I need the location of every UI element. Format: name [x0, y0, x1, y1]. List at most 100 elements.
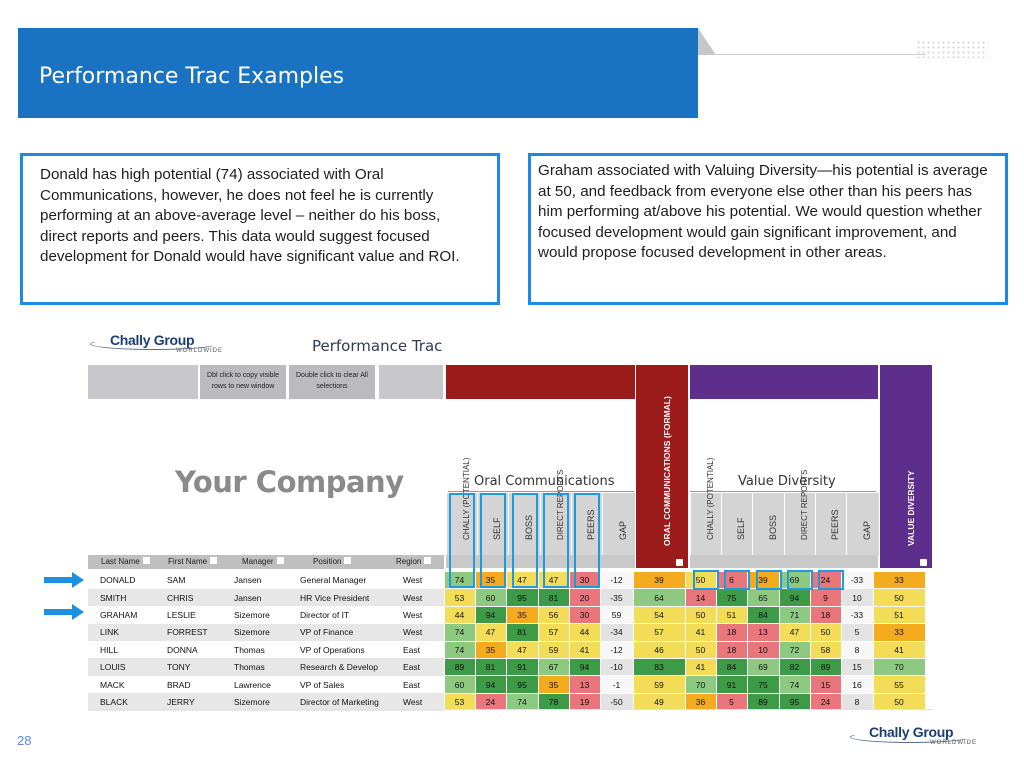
cell-gap: -33	[840, 570, 874, 590]
table-row[interactable]: LOUIS TONY Thomas Research & Develop East 89 8…	[88, 657, 926, 677]
title-decoration	[698, 28, 716, 55]
metric-header[interactable]: GAP	[602, 493, 635, 555]
cell-score: 50	[872, 692, 926, 712]
metric-filter-strip	[690, 555, 878, 568]
cell-score: 70	[872, 657, 926, 677]
highlight-box	[818, 570, 844, 590]
table-row[interactable]: GRAHAM LESLIE Sizemore Director of IT West 44…	[88, 605, 926, 625]
cell-position: VP of Operations	[288, 641, 391, 659]
cell-score: 64	[632, 588, 686, 607]
cell-score: 50	[809, 623, 842, 642]
callout-graham: Graham associated with Valuing Diversity…	[528, 153, 1008, 305]
value-diversity-header[interactable]: VALUE DIVERSITY	[880, 365, 932, 568]
cell-gap: 8	[840, 640, 874, 659]
logo-tagline: WORLDWIDE	[176, 348, 223, 354]
col-manager[interactable]: Manager	[242, 555, 284, 569]
cell-score: 33	[872, 623, 926, 642]
filter-dropdown-icon[interactable]	[344, 557, 352, 565]
filter-dropdown-icon[interactable]	[276, 557, 284, 565]
cell-score: 60	[443, 675, 476, 694]
cell-score: 24	[809, 570, 842, 590]
cell-score: 49	[632, 692, 686, 712]
cell-first-name: BRAD	[155, 675, 222, 694]
cell-score: 14	[684, 588, 717, 607]
chally-logo-report: Chally Group WORLDWIDE	[90, 330, 223, 354]
copy-rows-button[interactable]: Dbl click to copy visible rows to new wi…	[200, 365, 286, 399]
cell-score: 95	[505, 675, 539, 694]
cell-score: 95	[505, 588, 539, 607]
cell-gap: 59	[599, 605, 634, 625]
arrow-donald-row	[44, 572, 84, 588]
col-first-name[interactable]: First Name	[168, 555, 218, 569]
cell-gap: 15	[840, 657, 874, 677]
formal-label: ORAL COMMUNICATIONS (FORMAL)	[662, 396, 672, 546]
clear-selections-button[interactable]: Double click to clear All selections	[289, 365, 375, 399]
cell-gap: -35	[599, 588, 634, 607]
cell-score: 84	[746, 605, 780, 625]
table-row[interactable]: HILL DONNA Thomas VP of Operations East 74 35 4…	[88, 640, 926, 659]
callout-graham-text: Graham associated with Valuing Diversity…	[538, 162, 988, 261]
cell-region: East	[391, 675, 444, 694]
logo-tagline: WORLDWIDE	[930, 740, 977, 746]
col-region[interactable]: Region	[396, 555, 432, 569]
logo-name: Chally Group	[869, 724, 954, 740]
cell-score: 89	[443, 657, 476, 677]
cell-score: 30	[568, 605, 601, 625]
cell-score: 95	[778, 692, 811, 712]
cell-score: 18	[715, 640, 748, 659]
cell-manager: Sizemore	[222, 623, 288, 642]
metric-header[interactable]: SELF	[721, 493, 752, 555]
col-last-name[interactable]: Last Name	[101, 555, 150, 569]
table-row[interactable]: BLACK JERRY Sizemore Director of Marketing W…	[88, 692, 926, 712]
filter-dropdown-icon[interactable]	[210, 557, 218, 565]
cell-gap: 16	[840, 675, 874, 694]
cell-gap: -12	[599, 570, 634, 590]
metric-header-label: GAP	[862, 520, 872, 540]
group-rule-diversity	[690, 491, 876, 492]
metric-header[interactable]: GAP	[846, 493, 879, 555]
col-position[interactable]: Position	[313, 555, 352, 569]
arrow-graham-row	[44, 604, 84, 620]
metric-header[interactable]: DIRECT REPORTS	[784, 470, 815, 555]
cell-score: 41	[872, 640, 926, 659]
cell-first-name: DONNA	[155, 641, 222, 659]
cell-score: 44	[443, 605, 476, 625]
cell-region: West	[391, 588, 444, 607]
filter-dropdown-icon[interactable]	[142, 557, 150, 565]
cell-score: 84	[715, 657, 748, 677]
cell-score: 75	[746, 675, 780, 694]
cell-score: 33	[872, 570, 926, 590]
cell-score: 20	[568, 588, 601, 607]
value-diversity-band	[690, 365, 878, 399]
cell-gap: 5	[840, 623, 874, 642]
table-row[interactable]: MACK BRAD Lawrence VP of Sales East 60 94 95 35 1…	[88, 675, 926, 694]
cell-region: West	[391, 606, 444, 624]
filter-dropdown-icon[interactable]	[424, 557, 432, 565]
metric-header[interactable]: CHALLY (POTENTIAL)	[446, 458, 477, 555]
filter-dropdown-icon[interactable]	[920, 559, 927, 566]
table-row[interactable]: SMITH CHRIS Jansen HR Vice President West 53 6…	[88, 588, 926, 607]
filter-dropdown-icon[interactable]	[676, 559, 683, 566]
cell-score: 41	[684, 657, 717, 677]
highlight-box	[449, 493, 475, 588]
cell-region: East	[391, 658, 444, 676]
cell-position: VP of Finance	[288, 623, 391, 642]
highlight-box	[543, 493, 569, 588]
cell-last-name: DONALD	[88, 571, 155, 589]
cell-score: 54	[632, 605, 686, 625]
metric-header[interactable]: PEERS	[571, 493, 602, 555]
metric-header[interactable]: PEERS	[815, 493, 846, 555]
cell-gap: -10	[599, 657, 634, 677]
oral-communications-formal-header[interactable]: ORAL COMMUNICATIONS (FORMAL)	[636, 365, 688, 568]
metric-header[interactable]: DIRECT REPORTS	[540, 470, 571, 555]
company-name: Your Company	[175, 465, 404, 499]
cell-first-name: SAM	[155, 571, 222, 589]
metric-header[interactable]: SELF	[477, 493, 508, 555]
cell-score: 55	[872, 675, 926, 694]
cell-score: 30	[568, 570, 601, 590]
table-row[interactable]: LINK FORREST Sizemore VP of Finance West 74 47…	[88, 623, 926, 642]
cell-score: 47	[505, 640, 539, 659]
metric-header[interactable]: BOSS	[752, 493, 784, 555]
page-number: 28	[17, 733, 32, 748]
metric-header[interactable]: CHALLY (POTENTIAL)	[690, 458, 721, 555]
